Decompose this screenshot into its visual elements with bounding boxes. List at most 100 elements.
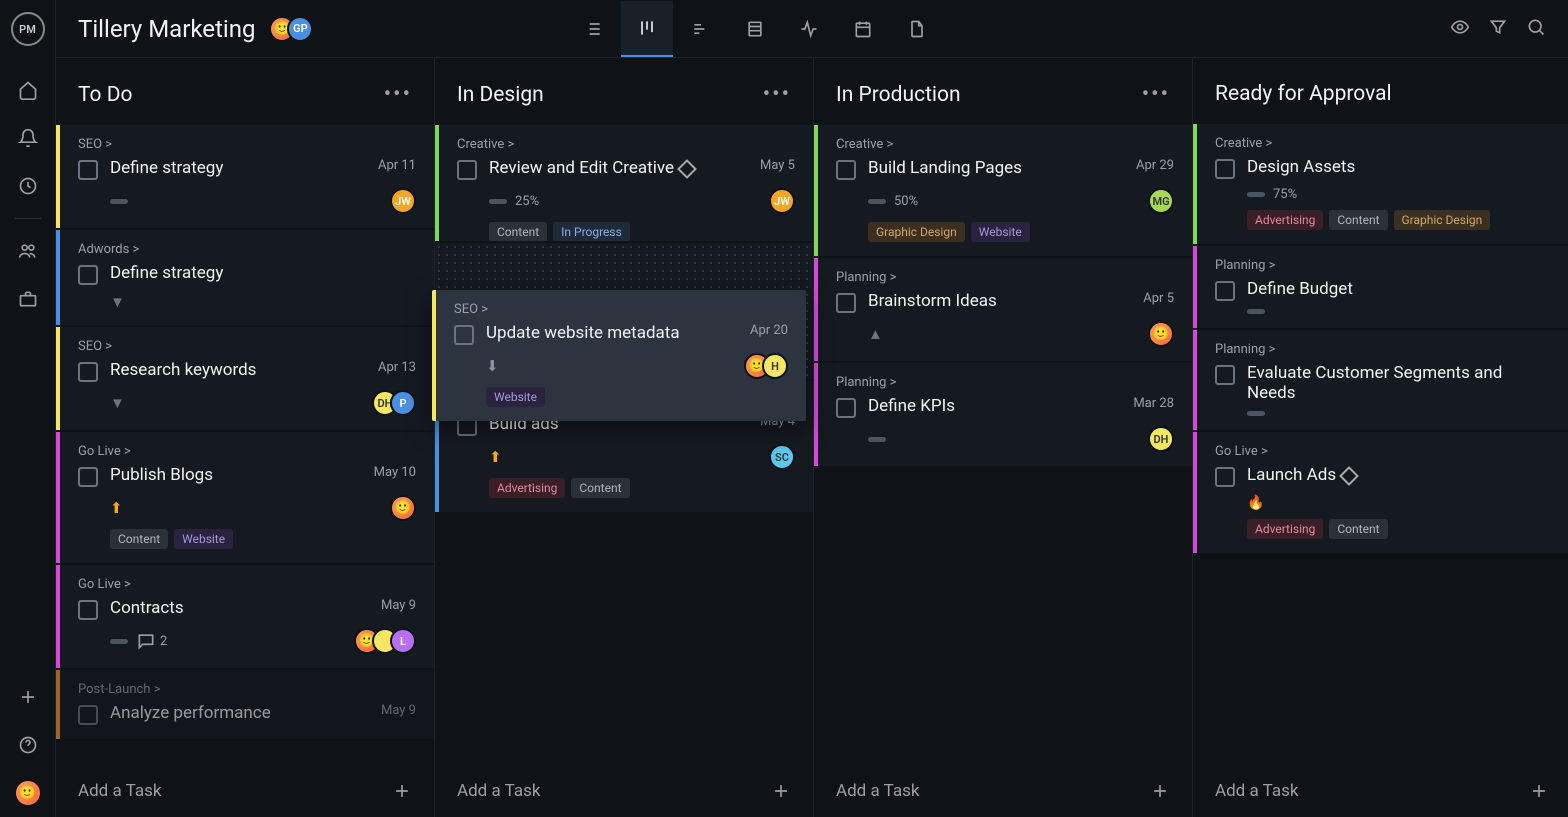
card-category: Adwords >	[78, 242, 416, 257]
task-card[interactable]: Planning >Define Budget	[1193, 246, 1568, 328]
calendar-view-icon[interactable]	[837, 1, 889, 57]
tag[interactable]: Website	[486, 387, 545, 407]
add-task-button[interactable]: Add a Task	[435, 765, 813, 817]
card-date: Apr 13	[378, 360, 416, 375]
task-card[interactable]: Post-Launch >Analyze performanceMay 9	[56, 670, 434, 739]
task-checkbox[interactable]	[78, 265, 98, 285]
column-menu-icon[interactable]: •••	[1142, 82, 1170, 107]
add-task-button[interactable]: Add a Task	[1193, 765, 1568, 817]
card-category: Planning >	[836, 270, 1174, 285]
column-menu-icon[interactable]: •••	[763, 82, 791, 107]
card-assignees[interactable]: H	[744, 353, 788, 379]
board-column: Ready for ApprovalCreative >Design Asset…	[1193, 58, 1568, 817]
add-task-button[interactable]: Add a Task	[56, 765, 434, 817]
card-title: Evaluate Customer Segments and Needs	[1247, 363, 1553, 403]
task-checkbox[interactable]	[78, 160, 98, 180]
project-title: Tillery Marketing	[78, 15, 255, 43]
plus-icon[interactable]	[10, 679, 46, 715]
tag[interactable]: In Progress	[553, 222, 630, 241]
people-icon[interactable]	[10, 233, 46, 269]
tag[interactable]: Content	[489, 222, 547, 241]
gantt-view-icon[interactable]	[675, 1, 727, 57]
tag[interactable]: Content	[110, 529, 168, 549]
filter-icon[interactable]	[1488, 17, 1508, 41]
card-title: Define strategy	[110, 263, 416, 283]
task-checkbox[interactable]	[78, 600, 98, 620]
board-view-icon[interactable]	[621, 1, 673, 57]
card-tags: Advertising Content	[1247, 519, 1553, 539]
user-avatar[interactable]	[10, 775, 46, 811]
task-card[interactable]: Go Live >ContractsMay 9 2L	[56, 565, 434, 668]
task-checkbox[interactable]	[836, 160, 856, 180]
help-icon[interactable]	[10, 727, 46, 763]
task-card[interactable]: Creative >Review and Edit CreativeMay 52…	[435, 125, 813, 241]
card-assignees[interactable]: JW	[390, 188, 416, 214]
tag[interactable]: Content	[1329, 519, 1387, 539]
tag[interactable]: Website	[971, 222, 1030, 242]
add-task-button[interactable]: Add a Task	[814, 765, 1192, 817]
task-checkbox[interactable]	[1215, 365, 1235, 385]
task-card[interactable]: Planning >Evaluate Customer Segments and…	[1193, 330, 1568, 430]
task-checkbox[interactable]	[1215, 281, 1235, 301]
tag[interactable]: Content	[571, 478, 629, 498]
card-assignees[interactable]: DHP	[372, 390, 416, 416]
task-card[interactable]: SEO >Define strategyApr 11JW	[56, 125, 434, 228]
tag[interactable]: Advertising	[489, 478, 565, 498]
card-date: May 9	[381, 598, 416, 613]
column-menu-icon[interactable]: •••	[384, 82, 412, 107]
activity-view-icon[interactable]	[783, 1, 835, 57]
card-title: Review and Edit Creative	[489, 158, 748, 178]
task-checkbox[interactable]	[78, 362, 98, 382]
task-checkbox[interactable]	[1215, 467, 1235, 487]
task-card[interactable]: Creative >Design Assets75%AdvertisingCon…	[1193, 124, 1568, 244]
card-category: Post-Launch >	[78, 682, 416, 697]
task-card[interactable]: Planning >Brainstorm IdeasApr 5▲	[814, 258, 1192, 361]
comments-icon[interactable]: 2	[136, 631, 167, 651]
list-view-icon[interactable]	[567, 1, 619, 57]
card-assignees[interactable]: SC	[769, 444, 795, 470]
tag[interactable]: Graphic Design	[868, 222, 965, 242]
card-assignees[interactable]: MG	[1148, 188, 1174, 214]
divider	[15, 218, 41, 219]
clock-icon[interactable]	[10, 168, 46, 204]
card-assignees[interactable]: JW	[769, 188, 795, 214]
task-card[interactable]: Planning >Define KPIsMar 28DH	[814, 363, 1192, 466]
task-checkbox[interactable]	[457, 160, 477, 180]
task-checkbox[interactable]	[78, 467, 98, 487]
project-members[interactable]: GP	[269, 16, 313, 42]
task-card[interactable]: SEO >Update website metadataApr 20⬇HWebs…	[432, 290, 806, 421]
task-card[interactable]: Go Live >Launch Ads🔥AdvertisingContent	[1193, 432, 1568, 553]
card-assignees[interactable]	[1148, 321, 1174, 347]
card-assignees[interactable]	[390, 495, 416, 521]
home-icon[interactable]	[10, 72, 46, 108]
priority-icon: ⬆	[110, 499, 123, 517]
bell-icon[interactable]	[10, 120, 46, 156]
card-assignees[interactable]: DH	[1148, 426, 1174, 452]
task-card[interactable]: Adwords >Define strategy▼	[56, 230, 434, 325]
progress-bar	[868, 437, 886, 442]
task-card[interactable]: SEO >Research keywordsApr 13▼DHP	[56, 327, 434, 430]
tag[interactable]: Website	[174, 529, 233, 549]
tag[interactable]: Advertising	[1247, 519, 1323, 539]
card-category: Planning >	[1215, 258, 1553, 273]
task-checkbox[interactable]	[836, 293, 856, 313]
board-column: To Do•••SEO >Define strategyApr 11JWAdwo…	[56, 58, 435, 817]
logo[interactable]: PM	[11, 12, 45, 46]
task-checkbox[interactable]	[836, 398, 856, 418]
briefcase-icon[interactable]	[10, 281, 46, 317]
search-icon[interactable]	[1526, 17, 1546, 41]
task-card[interactable]: Creative >Build Landing PagesApr 2950%MG…	[814, 125, 1192, 256]
sheet-view-icon[interactable]	[729, 1, 781, 57]
eye-icon[interactable]	[1450, 17, 1470, 41]
file-view-icon[interactable]	[891, 1, 943, 57]
card-assignees[interactable]: L	[354, 628, 416, 654]
tag[interactable]: Advertising	[1247, 210, 1323, 230]
task-checkbox[interactable]	[454, 325, 474, 345]
tag[interactable]: Graphic Design	[1394, 210, 1491, 230]
progress-bar	[1247, 192, 1265, 197]
tag[interactable]: Content	[1329, 210, 1387, 230]
task-card[interactable]: Go Live >Publish BlogsMay 10⬆ContentWebs…	[56, 432, 434, 563]
card-category: SEO >	[78, 339, 416, 354]
task-checkbox[interactable]	[78, 705, 98, 725]
task-checkbox[interactable]	[1215, 159, 1235, 179]
